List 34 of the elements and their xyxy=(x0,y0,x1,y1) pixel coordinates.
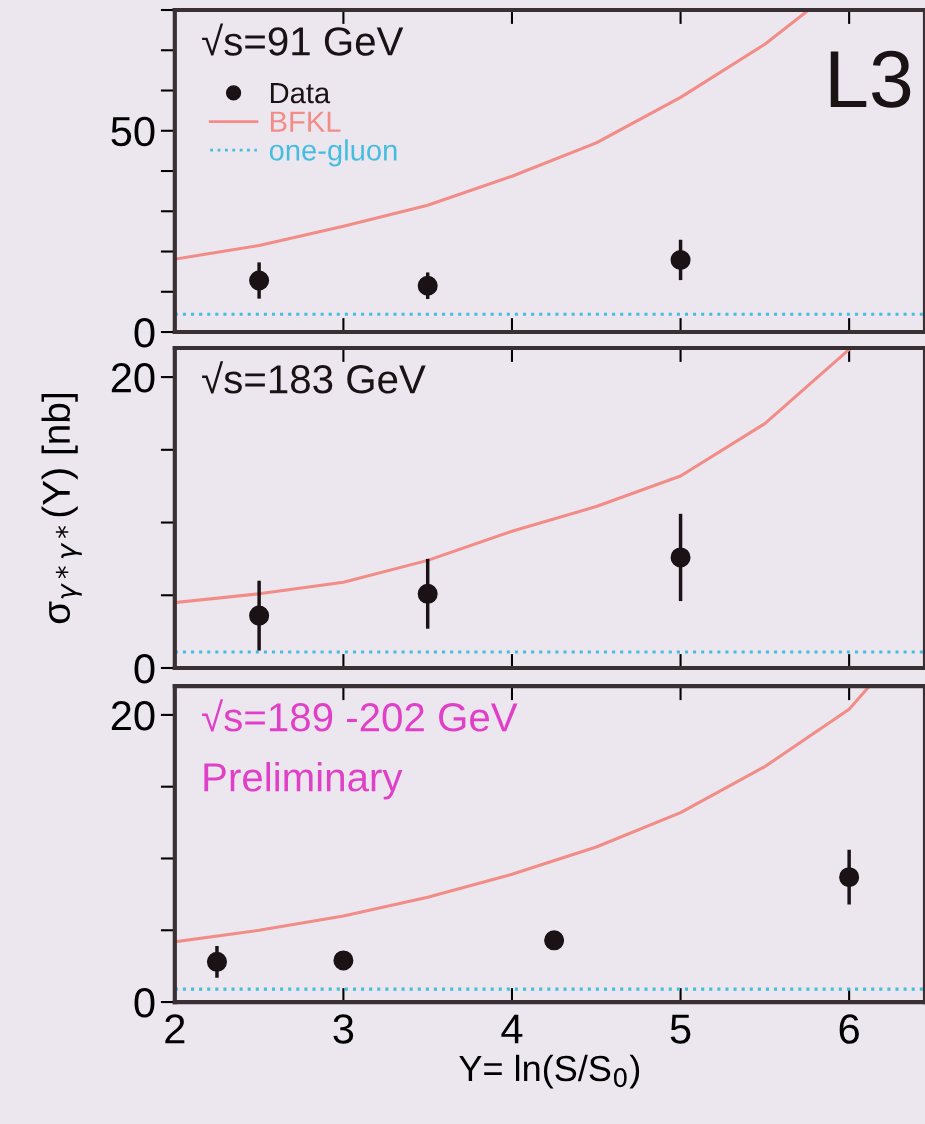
y-tick-label: 0 xyxy=(134,654,155,684)
annotation: Preliminary xyxy=(204,762,403,800)
x-axis-title: Y= ln(S/S$_{0}$) xyxy=(459,1054,640,1089)
x-tick-label: 5 xyxy=(670,1014,691,1044)
point xyxy=(333,950,354,971)
point xyxy=(417,583,438,604)
y-tick-label: 0 xyxy=(134,988,155,1018)
annotation: √s=189 -202 GeV xyxy=(202,699,518,732)
point xyxy=(544,930,565,951)
annotation: √s=183 GeV xyxy=(202,361,426,394)
y-tick-label: 0 xyxy=(134,318,155,348)
point xyxy=(249,270,270,291)
x-tick-label: 3 xyxy=(333,1014,354,1044)
point xyxy=(839,867,860,888)
legend-label: Data xyxy=(270,83,331,104)
point xyxy=(670,547,691,568)
point xyxy=(417,275,438,296)
point xyxy=(206,951,227,972)
point xyxy=(249,605,270,626)
y-axis-title: σ$_{γ*γ*}$(Y) [nb] xyxy=(41,394,82,624)
legend-label: BFKL xyxy=(270,111,341,132)
line-series xyxy=(174,10,811,261)
legend-label: one-gluon xyxy=(269,139,397,167)
x-tick-label: 2 xyxy=(165,1014,185,1044)
annotation: √s=91 GeV xyxy=(202,23,404,56)
line-series xyxy=(174,686,871,944)
line-series xyxy=(174,347,851,605)
x-tick-label: 4 xyxy=(501,1014,523,1044)
y-tick-label: 50 xyxy=(111,116,155,147)
annotation: L3 xyxy=(830,50,911,108)
y-tick-label: 20 xyxy=(111,700,155,731)
point xyxy=(670,249,691,270)
x-tick-label: 6 xyxy=(839,1014,859,1044)
y-tick-label: 20 xyxy=(111,363,155,393)
